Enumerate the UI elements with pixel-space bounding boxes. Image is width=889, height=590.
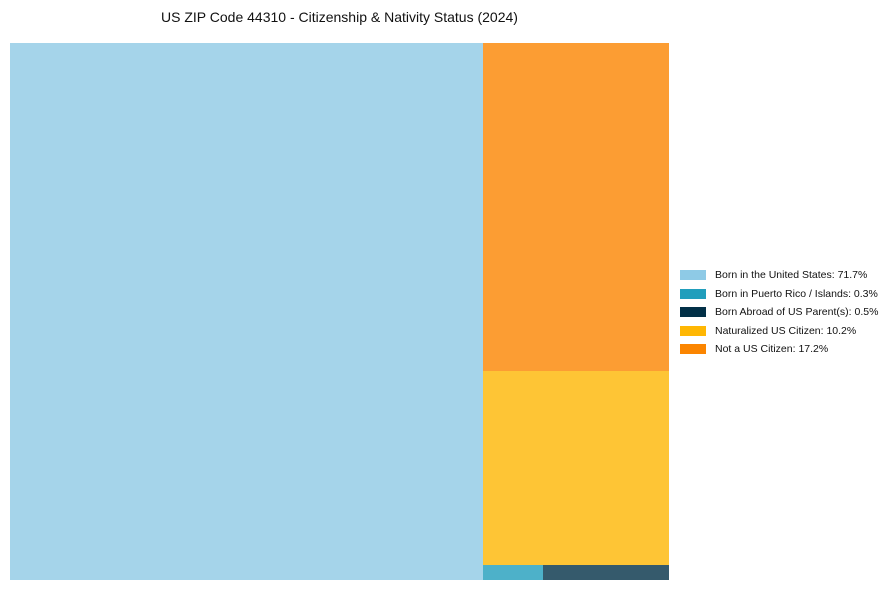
legend-item-born-us: Born in the United States: 71.7%: [680, 266, 878, 285]
legend-item-not-citizen: Not a US Citizen: 17.2%: [680, 340, 878, 359]
legend-swatch: [680, 307, 706, 318]
treemap-tile-naturalized-us-citizen: [483, 371, 669, 565]
chart-title: US ZIP Code 44310 - Citizenship & Nativi…: [161, 9, 518, 25]
legend-label: Born in Puerto Rico / Islands: 0.3%: [715, 287, 878, 300]
legend-swatch: [680, 288, 706, 299]
legend-label: Born in the United States: 71.7%: [715, 269, 868, 282]
legend-item-naturalized: Naturalized US Citizen: 10.2%: [680, 322, 878, 341]
treemap-tile-born-in-the-united-states: [10, 43, 483, 580]
treemap-tile-born-in-puerto-rico-islands: [483, 565, 543, 580]
legend-label: Born Abroad of US Parent(s): 0.5%: [715, 306, 879, 319]
legend-label: Naturalized US Citizen: 10.2%: [715, 324, 857, 337]
legend-swatch: [680, 344, 706, 355]
legend: Born in the United States: 71.7% Born in…: [680, 266, 878, 359]
treemap-tile-born-abroad-of-us-parent-s-: [543, 565, 669, 580]
legend-swatch: [680, 270, 706, 281]
legend-item-born-pr: Born in Puerto Rico / Islands: 0.3%: [680, 285, 878, 304]
treemap-tile-not-a-us-citizen: [483, 43, 669, 371]
legend-label: Not a US Citizen: 17.2%: [715, 343, 829, 356]
legend-item-born-abroad: Born Abroad of US Parent(s): 0.5%: [680, 303, 878, 322]
legend-swatch: [680, 325, 706, 336]
